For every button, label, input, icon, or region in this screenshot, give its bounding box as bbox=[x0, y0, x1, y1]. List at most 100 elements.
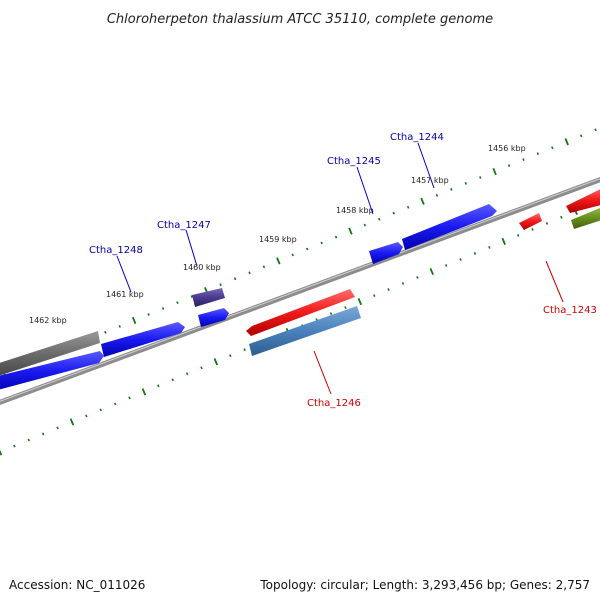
inner-track-minor-tick bbox=[27, 438, 30, 442]
gene-arrow-blue-1244[interactable] bbox=[402, 204, 497, 250]
inner-track-minor-tick bbox=[113, 402, 117, 406]
outer-track-minor-tick bbox=[363, 223, 367, 227]
inner-track-minor-tick bbox=[344, 306, 347, 310]
outer-track-minor-tick bbox=[594, 128, 597, 132]
outer-track-minor-tick bbox=[305, 247, 309, 251]
outer-track-major-tick bbox=[564, 138, 569, 146]
outer-track-minor-tick bbox=[190, 295, 194, 299]
leader-line-1248 bbox=[116, 255, 132, 293]
inner-track-major-tick bbox=[357, 298, 363, 306]
outer-track-minor-tick bbox=[219, 283, 222, 287]
gene-label-1248[interactable]: Ctha_1248 bbox=[89, 245, 143, 256]
outer-track-major-tick bbox=[420, 197, 425, 205]
outer-track-minor-tick bbox=[118, 324, 121, 328]
inner-track-minor-tick bbox=[545, 221, 549, 225]
genome-backbone-highlight bbox=[0, 178, 600, 402]
outer-track-minor-tick bbox=[392, 211, 395, 215]
outer-track-minor-tick bbox=[551, 146, 554, 150]
outer-track-minor-tick bbox=[435, 193, 439, 197]
inner-track-minor-tick bbox=[531, 227, 534, 231]
outer-track-minor-tick bbox=[320, 241, 323, 245]
outer-track-minor-tick bbox=[334, 235, 338, 239]
inner-track-minor-tick bbox=[128, 396, 131, 400]
scale-labels: 1456 kbp 1457 kbp 1458 kbp 1459 kbp 1460… bbox=[29, 144, 526, 325]
accession-text: Accession: NC_011026 bbox=[9, 578, 146, 592]
inner-track-minor-tick bbox=[560, 215, 563, 219]
leader-line-1244 bbox=[417, 142, 435, 189]
outer-track-minor-tick bbox=[291, 253, 294, 257]
tick-label-1457: 1457 kbp bbox=[411, 176, 449, 185]
outer-track-minor-tick bbox=[147, 313, 150, 316]
outer-track-minor-tick bbox=[507, 164, 511, 168]
inner-track-major-tick bbox=[141, 388, 147, 396]
gene-arrow-blue-1248[interactable] bbox=[101, 322, 185, 357]
outer-track-minor-tick bbox=[378, 217, 381, 221]
inner-track-major-tick bbox=[501, 237, 506, 245]
gene-arrow-red-right[interactable] bbox=[566, 187, 600, 213]
outer-track-minor-tick bbox=[579, 134, 583, 138]
tick-label-1459: 1459 kbp bbox=[259, 235, 297, 244]
inner-track-minor-tick bbox=[99, 408, 102, 412]
leader-line-1243 bbox=[545, 260, 564, 303]
gene-label-1244[interactable]: Ctha_1244 bbox=[390, 132, 444, 143]
gene-labels: Ctha_1244 Ctha_1245 Ctha_1247 Ctha_1248 … bbox=[89, 132, 597, 409]
gene-label-1245[interactable]: Ctha_1245 bbox=[327, 156, 381, 167]
inner-track-minor-tick bbox=[387, 288, 390, 292]
inner-track-minor-tick bbox=[85, 414, 88, 418]
outer-track-minor-tick bbox=[536, 152, 540, 156]
leader-line-1247 bbox=[185, 229, 198, 267]
gene-arrow-red-1243[interactable] bbox=[519, 213, 542, 230]
inner-track-minor-tick bbox=[41, 432, 45, 436]
inner-track-minor-tick bbox=[416, 276, 419, 279]
leader-line-1246 bbox=[313, 350, 332, 395]
outer-track-minor-tick bbox=[233, 277, 237, 281]
inner-track-minor-tick bbox=[329, 312, 333, 316]
gene-arrow-steel-1246[interactable] bbox=[249, 306, 361, 356]
outer-track-major-tick bbox=[276, 257, 281, 265]
tick-label-1456: 1456 kbp bbox=[488, 144, 526, 153]
inner-track-minor-tick bbox=[200, 366, 203, 370]
gene-arrow-blue-left[interactable] bbox=[0, 351, 104, 392]
inner-track-major-tick bbox=[0, 449, 3, 456]
gene-label-1246[interactable]: Ctha_1246 bbox=[307, 398, 361, 409]
inner-track-minor-tick bbox=[157, 384, 160, 388]
inner-track-minor-tick bbox=[516, 233, 520, 237]
gene-arrow-red-1246[interactable] bbox=[246, 289, 355, 336]
outer-track-major-tick bbox=[131, 316, 137, 325]
inner-track-minor-tick bbox=[444, 264, 448, 267]
tick-label-1460: 1460 kbp bbox=[183, 263, 221, 272]
outer-track-minor-tick bbox=[522, 158, 525, 162]
leader-line-1245 bbox=[356, 166, 374, 215]
tick-label-1458: 1458 kbp bbox=[336, 206, 374, 215]
gene-label-1243[interactable]: Ctha_1243 bbox=[543, 305, 597, 316]
inner-track-major-tick bbox=[213, 358, 219, 366]
outer-track-minor-tick bbox=[248, 271, 251, 275]
gene-arrow-purple-1247[interactable] bbox=[192, 288, 225, 307]
outer-track-minor-tick bbox=[262, 265, 266, 269]
inner-track-minor-tick bbox=[459, 258, 462, 261]
gene-arrow-blue-1245[interactable] bbox=[369, 242, 403, 264]
inner-track-minor-tick bbox=[56, 426, 59, 430]
outer-track-minor-tick bbox=[464, 181, 468, 185]
inner-track-minor-tick bbox=[171, 378, 174, 382]
outer-track-major-tick bbox=[492, 167, 497, 176]
inner-track-minor-tick bbox=[373, 294, 376, 298]
outer-track-minor-tick bbox=[176, 301, 179, 305]
gene-arrow-grey[interactable] bbox=[0, 331, 100, 378]
outer-track-minor-tick bbox=[479, 176, 482, 179]
genome-backbone bbox=[0, 177, 600, 405]
gene-arrow-olive-right[interactable] bbox=[571, 206, 600, 229]
inner-track-minor-tick bbox=[401, 282, 405, 285]
inner-track-major-tick bbox=[69, 418, 75, 426]
inner-track-minor-tick bbox=[185, 372, 189, 376]
genome-summary-text: Topology: circular; Length: 3,293,456 bp… bbox=[260, 578, 590, 592]
outer-track-minor-tick bbox=[406, 205, 410, 209]
inner-track-minor-tick bbox=[488, 245, 491, 249]
gene-arrow-blue-1247[interactable] bbox=[198, 308, 229, 327]
outer-track-major-tick bbox=[348, 227, 353, 235]
map-title: Chloroherpeton thalassium ATCC 35110, co… bbox=[107, 12, 493, 27]
gene-label-1247[interactable]: Ctha_1247 bbox=[157, 220, 211, 231]
inner-track-minor-tick bbox=[243, 348, 246, 352]
tick-label-1461: 1461 kbp bbox=[106, 290, 144, 299]
